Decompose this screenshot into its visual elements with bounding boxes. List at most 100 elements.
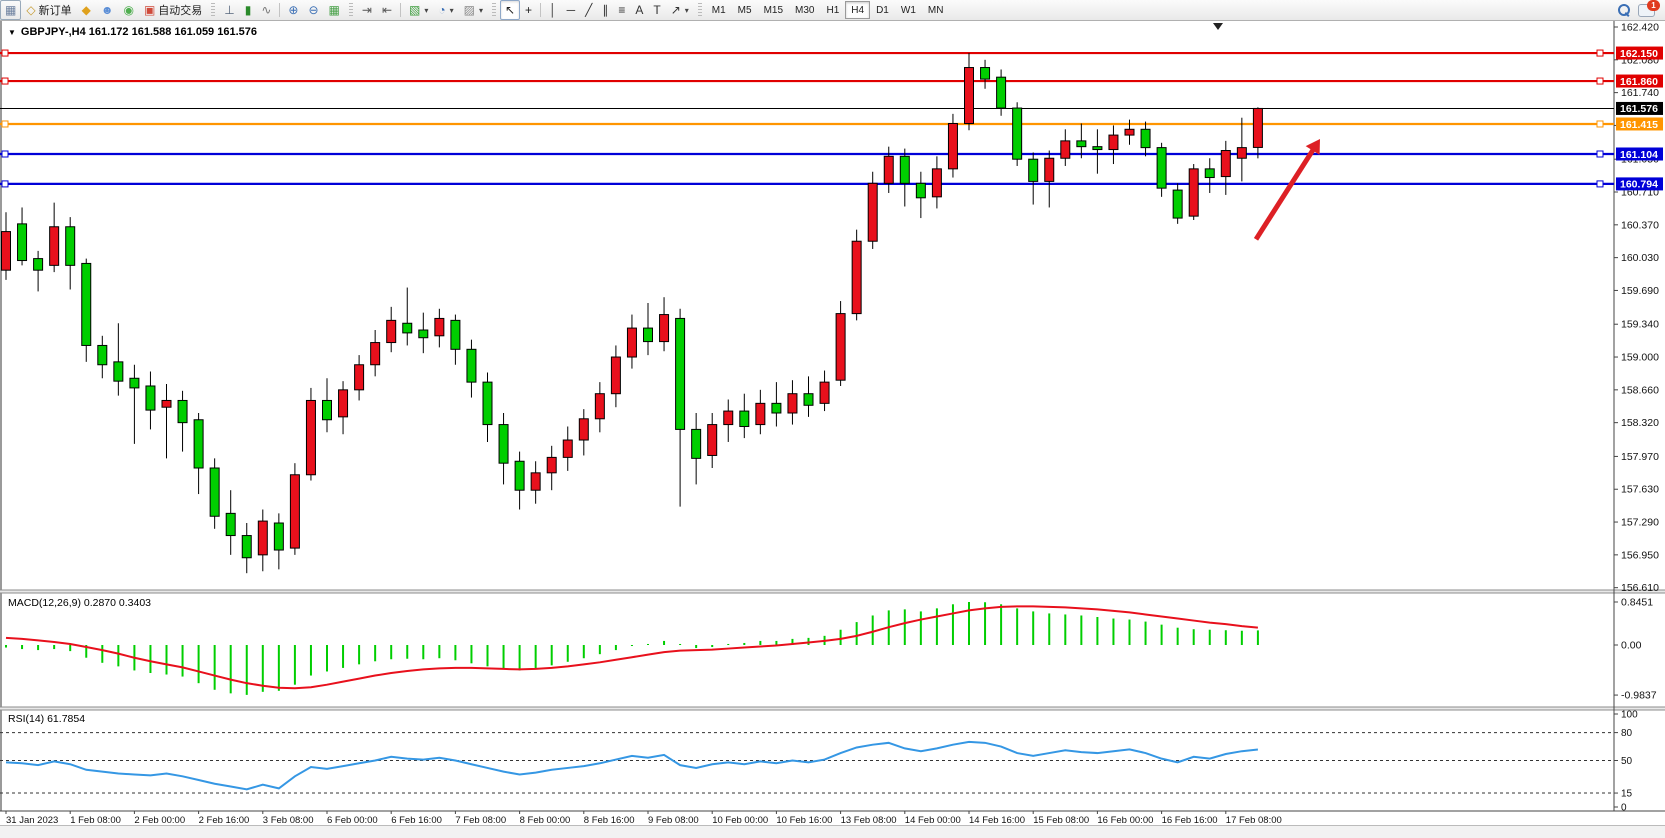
- timeframe-m30-button[interactable]: M30: [795, 4, 815, 16]
- dropdown-arrow-icon[interactable]: ▾: [424, 5, 429, 15]
- timeframe-w1-button[interactable]: W1: [900, 4, 916, 16]
- bar-chart-type-button[interactable]: ⊥: [219, 0, 239, 20]
- text-label-icon: T: [653, 3, 661, 17]
- axis-label: 0.8451: [1621, 596, 1653, 608]
- bull-candle: [1124, 128, 1135, 136]
- line-handle[interactable]: [1596, 180, 1604, 188]
- channel-button[interactable]: ∥: [597, 0, 613, 20]
- horizontal-line[interactable]: [0, 150, 1614, 158]
- bull-candle: [562, 439, 573, 458]
- timeframe-h4-button[interactable]: H4: [845, 1, 871, 19]
- status-bar: [0, 825, 1665, 838]
- new-chart-gold-button[interactable]: ◆: [77, 0, 96, 20]
- timeframe-m1-button[interactable]: M1: [711, 4, 726, 16]
- horizontal-line[interactable]: [0, 77, 1614, 85]
- vertical-line-button[interactable]: │: [544, 0, 562, 20]
- toolbar-handle[interactable]: [491, 3, 496, 17]
- toolbar-handle[interactable]: [211, 3, 216, 17]
- axis-label: 13 Feb 08:00: [841, 815, 897, 826]
- bull-candle: [370, 342, 381, 366]
- dropdown-arrow-icon[interactable]: ▾: [478, 5, 483, 15]
- crosshair-button[interactable]: +: [520, 0, 537, 20]
- timeframe-h1-button[interactable]: H1: [826, 4, 840, 16]
- dropdown-arrow-icon[interactable]: ▾: [684, 5, 689, 15]
- trendline-button[interactable]: ╱: [580, 0, 597, 20]
- symbol-ohlc-line: ▼ GBPJPY-,H4 161.172 161.588 161.059 161…: [8, 26, 257, 38]
- toolbar-handle[interactable]: [697, 3, 702, 17]
- timeframe-m15-button[interactable]: M15: [763, 4, 784, 16]
- bull-candle: [883, 155, 894, 184]
- text-button[interactable]: A: [630, 0, 648, 20]
- chart-window-icon-button[interactable]: ▦: [0, 0, 22, 20]
- bear-candle: [273, 522, 284, 551]
- line-handle[interactable]: [1, 150, 9, 158]
- macd-histogram: [5, 601, 1259, 695]
- pane-divider[interactable]: [0, 707, 1665, 710]
- templates-button[interactable]: ▨ ▾: [459, 0, 488, 20]
- horizontal-line-button[interactable]: ─: [562, 0, 581, 20]
- line-handle[interactable]: [1, 180, 9, 188]
- bear-candle: [418, 329, 429, 339]
- bull-candle: [546, 456, 557, 474]
- toolbar-handle[interactable]: [348, 3, 353, 17]
- axis-label: 17 Feb 08:00: [1226, 815, 1282, 826]
- bull-candle: [594, 393, 605, 420]
- timeframe-mn-button[interactable]: MN: [927, 4, 944, 16]
- axis-label: 156.950: [1621, 549, 1659, 561]
- bull-candle: [354, 364, 365, 391]
- bear-candle: [675, 317, 686, 430]
- line-handle[interactable]: [1, 77, 9, 85]
- signals-button[interactable]: ◉: [118, 0, 138, 20]
- auto-scroll-button[interactable]: ⇥: [357, 0, 377, 20]
- new-chart-button[interactable]: ▧ ▾: [404, 0, 433, 20]
- timeframe-m5-button[interactable]: M5: [737, 4, 752, 16]
- horizontal-line[interactable]: [0, 180, 1614, 188]
- axis-label: 6 Feb 16:00: [391, 815, 442, 826]
- dropdown-arrow-icon[interactable]: ▾: [449, 5, 454, 15]
- bear-candle: [97, 344, 108, 366]
- line-handle[interactable]: [1, 49, 9, 57]
- axis-label: 2 Feb 00:00: [134, 815, 185, 826]
- line-handle[interactable]: [1596, 120, 1604, 128]
- axis-label: 161.740: [1621, 87, 1659, 99]
- zoom-out-button[interactable]: ⊖: [303, 0, 323, 20]
- candlestick-type-icon: ▮: [244, 3, 252, 17]
- toolbar: ▦ ◇ 新订单 ◆ ☻ ◉ ▣ 自动交易 ⊥ ▮ ∿ ⊕ ⊖ ▦ ⇥ ⇤ ▧ ▾ ◔ ▾ ▨ ▾ ↖ + │ ─ ╱ ∥ ≡ A T ↗ ▾ M1…: [0, 0, 1665, 21]
- cursor-button[interactable]: ↖: [499, 0, 521, 20]
- bear-candle: [498, 424, 509, 464]
- trend-arrow-annotation[interactable]: [1253, 144, 1318, 241]
- line-handle[interactable]: [1, 120, 9, 128]
- chart-shift-button[interactable]: ⇤: [377, 0, 397, 20]
- bull-candle: [610, 356, 621, 395]
- bull-candle: [755, 402, 766, 426]
- line-handle[interactable]: [1596, 49, 1604, 57]
- autotrading-button[interactable]: ▣ 自动交易: [139, 0, 207, 20]
- fibonacci-button[interactable]: ≡: [613, 0, 630, 20]
- horizontal-line[interactable]: [0, 120, 1614, 128]
- axis-label: 31 Jan 2023: [6, 815, 58, 826]
- search-icon[interactable]: [1618, 4, 1630, 17]
- periods-button[interactable]: ◔ ▾: [433, 0, 458, 20]
- bull-candle: [626, 327, 637, 358]
- notifications-icon[interactable]: 1: [1638, 0, 1660, 17]
- profiles-button[interactable]: ☻: [96, 0, 119, 20]
- chart-canvas[interactable]: 162.420162.080161.740161.400161.050160.7…: [0, 21, 1665, 837]
- text-label-button[interactable]: T: [648, 0, 665, 20]
- horizontal-line[interactable]: [0, 49, 1614, 57]
- axis-label: 161.860: [1620, 76, 1658, 88]
- candlestick-type-button[interactable]: ▮: [240, 0, 257, 20]
- line-chart-type-button[interactable]: ∿: [256, 0, 276, 20]
- line-handle[interactable]: [1596, 77, 1604, 85]
- arrows-button[interactable]: ↗ ▾: [666, 0, 694, 20]
- chart-shift-marker[interactable]: [1213, 23, 1223, 30]
- channel-icon: ∥: [602, 3, 609, 17]
- axis-label: 158.660: [1621, 384, 1659, 396]
- zoom-in-button[interactable]: ⊕: [283, 0, 303, 20]
- pane-divider[interactable]: [0, 590, 1665, 593]
- new-order-button[interactable]: ◇ 新订单: [21, 0, 76, 20]
- line-handle[interactable]: [1596, 150, 1604, 158]
- bear-candle: [193, 419, 204, 469]
- ohlc-collapse-icon[interactable]: ▼: [8, 27, 16, 37]
- timeframe-d1-button[interactable]: D1: [876, 4, 889, 16]
- tile-windows-button[interactable]: ▦: [324, 0, 345, 20]
